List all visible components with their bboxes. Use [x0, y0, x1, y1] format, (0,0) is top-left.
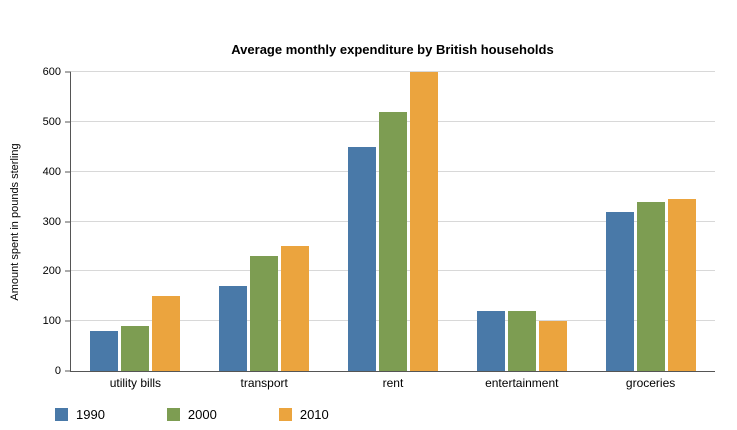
legend-swatch: [278, 408, 292, 421]
legend-item-1990: 1990: [55, 407, 105, 422]
bars: [605, 72, 696, 371]
y-tick-label: 600: [42, 66, 61, 78]
bar-group-transport: transport: [219, 72, 310, 390]
y-tick-label: 500: [42, 115, 61, 128]
bar-2010-transport: [281, 246, 310, 371]
bar-2000-rent: [378, 111, 407, 371]
category-label: rent: [382, 376, 404, 390]
y-tick-mark: [65, 370, 71, 372]
bars: [347, 72, 438, 371]
legend: 1990 2000 2010: [55, 407, 329, 422]
bar-groups: utility bills transport rent entertainment g…: [71, 72, 715, 390]
bar-2000-utility-bills: [121, 326, 150, 371]
y-tick-label: 100: [42, 315, 61, 328]
legend-item-2010: 2010: [278, 407, 329, 422]
y-tick-label: 200: [42, 265, 61, 278]
bar-1990-rent: [347, 146, 376, 371]
bars: [90, 72, 181, 371]
y-tick-label: 400: [42, 165, 61, 178]
plot-area: 0 100 200 300 400 500 600 utility bills transpor…: [43, 66, 715, 390]
bar-group-rent: rent: [347, 72, 438, 390]
legend-label: 2010: [299, 407, 329, 422]
y-tick-mark: [65, 71, 71, 73]
bar-1990-groceries: [605, 211, 634, 371]
bar-2000-groceries: [636, 201, 665, 371]
category-label: utility bills: [109, 376, 162, 390]
category-label: transport: [240, 376, 288, 390]
legend-label: 1990: [76, 407, 105, 422]
y-tick-mark: [65, 270, 71, 272]
bars: [476, 72, 567, 371]
legend-swatch: [55, 408, 68, 421]
category-label: entertainment: [485, 376, 559, 390]
chart-title: Average monthly expenditure by British h…: [231, 42, 554, 57]
bar-1990-transport: [219, 286, 248, 371]
y-tick-mark: [65, 121, 71, 123]
y-tick-mark: [65, 320, 71, 322]
bar-2010-utility-bills: [152, 296, 181, 371]
legend-swatch: [166, 408, 180, 421]
bar-1990-entertainment: [476, 311, 505, 371]
gridline: [71, 71, 715, 72]
y-tick-mark: [65, 171, 71, 173]
y-tick-label: 0: [54, 365, 61, 377]
bar-2000-entertainment: [507, 311, 536, 371]
bars: [219, 72, 310, 371]
legend-label: 2000: [187, 407, 217, 422]
bar-2010-entertainment: [538, 321, 567, 371]
bar-2010-rent: [409, 72, 438, 371]
bar-1990-utility-bills: [90, 331, 119, 371]
category-label: groceries: [625, 376, 676, 390]
bar-group-entertainment: entertainment: [476, 72, 567, 390]
bar-2010-groceries: [667, 199, 696, 371]
bar-2000-transport: [250, 256, 279, 371]
bar-group-utility-bills: utility bills: [90, 72, 181, 390]
y-tick-label: 300: [42, 215, 61, 228]
bar-group-groceries: groceries: [605, 72, 696, 390]
legend-item-2000: 2000: [166, 407, 217, 422]
y-tick-mark: [65, 221, 71, 222]
